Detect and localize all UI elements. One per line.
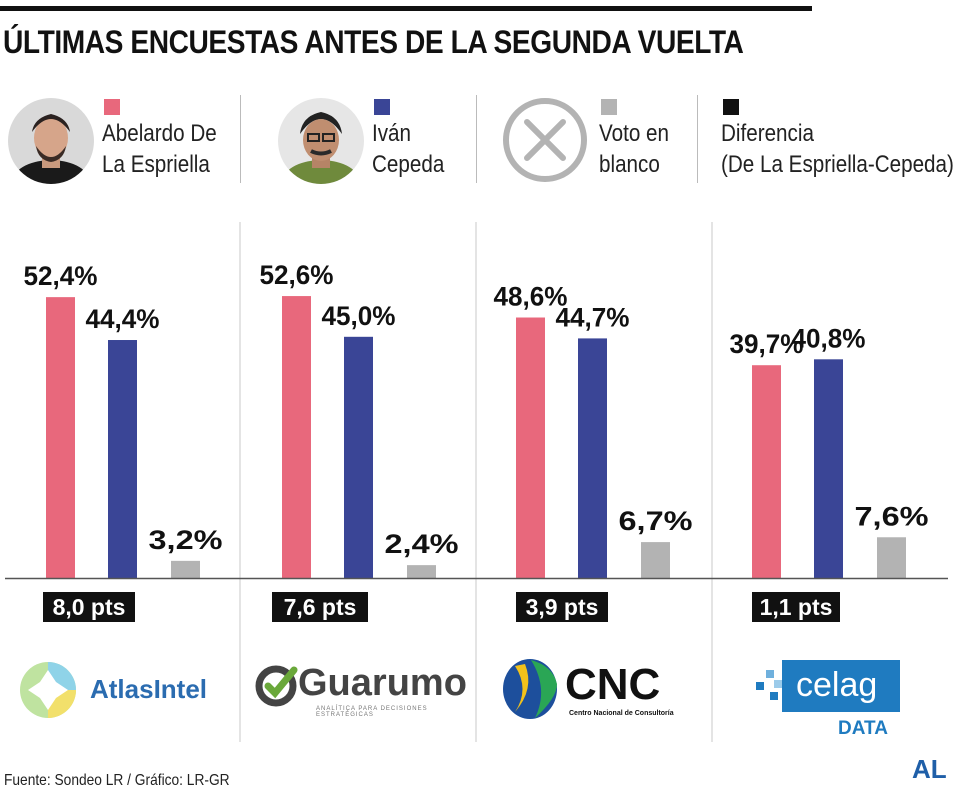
top-rule xyxy=(0,6,812,11)
legend-divider xyxy=(697,95,698,183)
legend-label: (De La Espriella-Cepeda) xyxy=(721,151,954,178)
bar xyxy=(752,365,781,578)
bar xyxy=(877,537,906,578)
cnc-logo: CNC Centro Nacional de Consultoría xyxy=(501,658,681,722)
legend-swatch xyxy=(104,99,120,115)
data-label: 44,7% xyxy=(556,302,630,332)
cnc-logo-text: CNC xyxy=(565,660,661,709)
celag-logo-panel xyxy=(782,660,900,712)
legend-label: Diferencia xyxy=(721,120,814,147)
bar xyxy=(407,565,436,578)
legend-label: Iván xyxy=(372,120,412,147)
celag-pixel xyxy=(770,692,778,700)
difference-badge: 7,6 pts xyxy=(272,592,368,622)
data-label: 2,4% xyxy=(385,529,459,559)
bar xyxy=(171,560,200,578)
ivan-avatar xyxy=(278,98,364,184)
difference-badge: 8,0 pts xyxy=(43,592,135,622)
celag-logo: celag DATA xyxy=(752,660,902,744)
blank-vote-x-icon xyxy=(503,98,587,182)
data-label: 7,6% xyxy=(855,501,929,531)
bar xyxy=(108,340,137,578)
abelardo-avatar xyxy=(8,98,94,184)
atlasintel-logo: AtlasIntel xyxy=(16,658,226,722)
data-label: 45,0% xyxy=(322,301,396,331)
source-note: Fuente: Sondeo LR / Gráfico: LR-GR xyxy=(4,772,230,789)
legend-divider xyxy=(476,95,477,183)
data-label: 40,8% xyxy=(792,323,866,353)
data-label: 6,7% xyxy=(619,506,693,536)
legend-label: Cepeda xyxy=(372,151,445,178)
brand-logo: AL xyxy=(912,754,947,784)
bar xyxy=(516,317,545,578)
legend-swatch xyxy=(601,99,617,115)
legend-swatch xyxy=(723,99,739,115)
legend-label: blanco xyxy=(599,151,660,178)
cnc-logo-subtitle: Centro Nacional de Consultoría xyxy=(569,710,674,717)
bar xyxy=(46,297,75,578)
guarumo-logo: Guarumo ANALÍTICA PARA DECISIONES ESTRAT… xyxy=(254,660,467,720)
celag-pixel xyxy=(774,680,782,688)
guarumo-logo-text: Guarumo xyxy=(298,662,467,704)
legend-label: Voto en xyxy=(599,120,670,147)
celag-logo-subtitle: DATA xyxy=(838,718,888,739)
legend-label: Abelardo De xyxy=(102,120,217,147)
data-label: 52,4% xyxy=(24,261,98,291)
data-label: 39,7% xyxy=(730,329,804,359)
data-label: 3,2% xyxy=(149,525,223,555)
difference-badge: 1,1 pts xyxy=(752,592,840,622)
guarumo-logo-subtitle: ANALÍTICA PARA DECISIONES ESTRATÉGICAS xyxy=(316,706,428,718)
bar xyxy=(814,359,843,578)
celag-pixel xyxy=(766,670,774,678)
difference-badge: 3,9 pts xyxy=(516,592,608,622)
legend-label: La Espriella xyxy=(102,151,210,178)
celag-logo-text: celag xyxy=(796,666,878,704)
celag-pixel xyxy=(756,682,764,690)
legend-divider xyxy=(240,95,241,183)
chart-title: ÚLTIMAS ENCUESTAS ANTES DE LA SEGUNDA VU… xyxy=(3,24,744,60)
data-label: 52,6% xyxy=(260,260,334,290)
data-label: 44,4% xyxy=(86,304,160,334)
bar xyxy=(282,296,311,578)
bar xyxy=(641,542,670,578)
bar xyxy=(578,338,607,578)
legend-swatch xyxy=(374,99,390,115)
bar xyxy=(344,336,373,578)
data-label: 48,6% xyxy=(494,282,568,312)
atlasintel-logo-text: AtlasIntel xyxy=(90,674,208,704)
